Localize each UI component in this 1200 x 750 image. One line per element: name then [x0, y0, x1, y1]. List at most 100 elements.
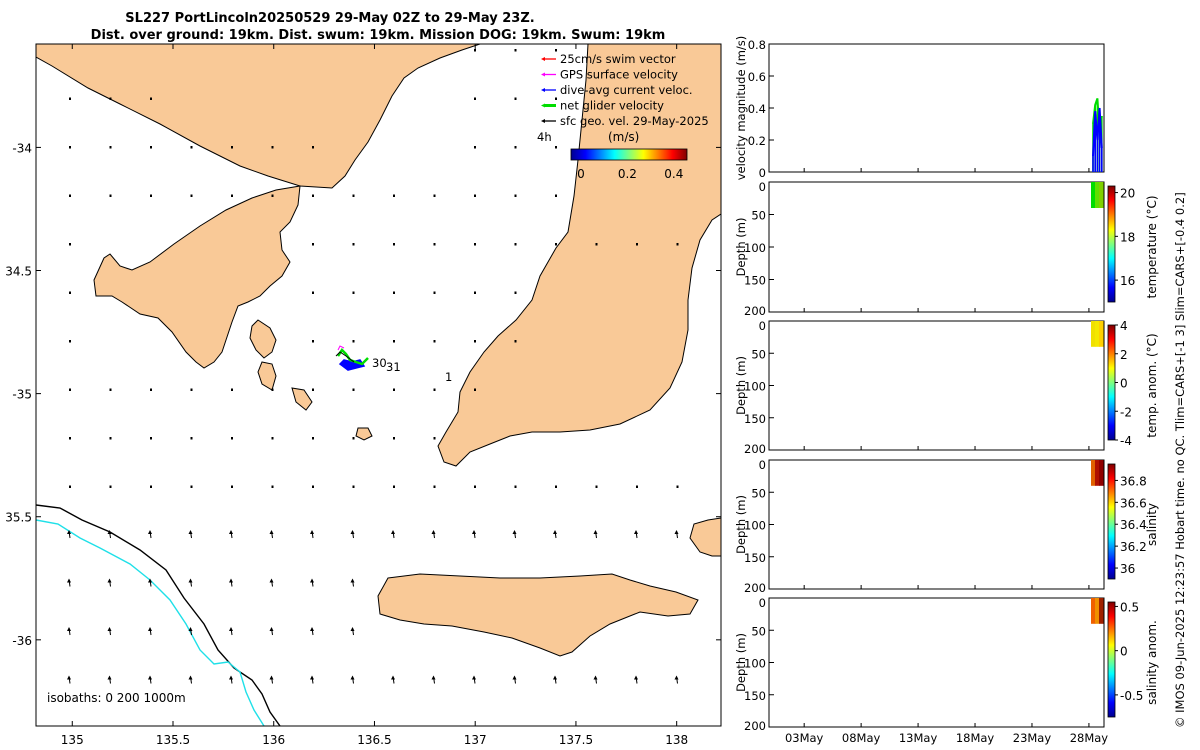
colorbar-tick-label: -0.5 — [1120, 689, 1143, 703]
sfc-arrow — [474, 485, 476, 488]
time-tick-label: 03May — [785, 731, 824, 745]
sfc-arrow — [474, 291, 476, 294]
sfc-arrow — [69, 485, 71, 488]
profile-cell — [1091, 460, 1096, 486]
sfc-arrow — [634, 675, 638, 684]
sfc-arrow — [69, 97, 71, 100]
sfc-arrow — [67, 627, 71, 636]
legend-arrowhead-icon — [541, 57, 545, 61]
sfc-arrow — [674, 675, 679, 684]
sfc-arrow — [69, 340, 71, 343]
colorbar-tick-label: 20 — [1120, 187, 1135, 201]
sfc-arrow — [107, 675, 112, 684]
profile-cell — [1099, 182, 1104, 208]
legend-label: GPS surface velocity — [560, 68, 678, 82]
sfc-arrow — [553, 530, 557, 539]
time-tick-label: 18May — [956, 731, 995, 745]
sfc-arrow — [350, 675, 355, 684]
sfc-arrow — [433, 485, 436, 488]
map-lon-tick-label: 136 — [262, 733, 285, 747]
sfc-arrow — [67, 675, 71, 684]
sfc-arrow — [188, 530, 193, 539]
sfc-arrow — [109, 146, 112, 149]
map-lat-ticks: -34 34.5 -35 35.5 -36 — [5, 141, 721, 648]
sfc-arrow — [474, 243, 476, 246]
sfc-arrow — [312, 243, 314, 246]
velocity-ylabel: velocity magnitude (m/s) — [734, 36, 748, 181]
depth-ylabel: Depth (m) — [734, 218, 748, 277]
colorbar-tick-label: 0 — [577, 167, 585, 181]
sfc-arrow — [676, 485, 679, 488]
temp_anomaly-axes-frame — [768, 320, 1105, 451]
depth-tick-label: 150 — [744, 412, 766, 426]
depth-ylabel: Depth (m) — [734, 633, 748, 692]
sfc-arrow — [269, 578, 274, 587]
sfc-arrow — [69, 146, 71, 149]
sfc-arrow — [310, 675, 314, 684]
sfc-arrow — [393, 485, 395, 488]
sfc-arrow — [555, 97, 557, 100]
depth-tick-label: 200 — [744, 442, 766, 456]
sfc-arrow — [67, 530, 71, 539]
colorbar-tick-label: 36.6 — [1120, 496, 1147, 510]
sfc-arrow — [271, 485, 274, 488]
velocity-tick-label: 0 — [759, 166, 766, 180]
legend-item: GPS surface velocity — [541, 68, 678, 82]
depth-tick-label: 100 — [744, 241, 766, 255]
profile-cell — [1099, 460, 1104, 486]
velocity-tick-label: 0.6 — [748, 70, 766, 84]
sfc-arrow — [393, 437, 395, 440]
legend-arrowhead-icon — [541, 72, 545, 77]
sfc-arrow — [512, 530, 517, 539]
colorbar-tick-label: -2 — [1120, 405, 1132, 419]
sfc-arrow — [514, 194, 517, 197]
day-label-30: 30 — [372, 356, 387, 370]
sfc-arrow — [352, 194, 355, 197]
colorbar-tick-label: 4 — [1120, 319, 1128, 333]
temperature-colorbar-label: temperature (°C) — [1145, 196, 1159, 299]
sfc-arrow — [312, 194, 314, 197]
sfc-arrow — [595, 243, 598, 246]
sfc-arrow — [514, 340, 517, 343]
sfc-arrow — [231, 485, 233, 488]
depth-ylabel: Depth (m) — [734, 495, 748, 554]
sfc-arrow — [69, 291, 71, 294]
map-lon-tick-label: 136.5 — [357, 733, 391, 747]
sfc-arrow — [312, 485, 314, 488]
sfc-arrow — [190, 388, 193, 391]
sfc-arrow — [431, 530, 436, 539]
map-panel: 30 31 1 135 135.5 136 136.5 137 137.5 138 -34 3… — [5, 43, 722, 747]
sal_anomaly-panel: 0 50 100 150 200 Depth (m) 0.5 0 -0.5 salinity an… — [734, 596, 1159, 733]
sfc-arrow — [69, 388, 71, 391]
depth-tick-label: 150 — [744, 689, 766, 703]
sfc-arrow — [433, 291, 436, 294]
sfc-arrow — [150, 437, 152, 440]
legend-arrowhead-icon — [541, 103, 545, 108]
colorbar-tick-label: 36 — [1120, 562, 1135, 576]
sfc-arrow — [474, 194, 476, 197]
sfc-arrow — [595, 485, 598, 488]
sfc-arrow — [393, 388, 395, 391]
sfc-arrow — [474, 49, 476, 52]
sfc-arrow — [150, 388, 152, 391]
sfc-arrow — [269, 627, 274, 636]
sfc-arrow — [555, 194, 557, 197]
salinity-axes-frame — [768, 459, 1105, 590]
sfc-arrow — [188, 578, 193, 587]
profile-cell — [1095, 460, 1100, 486]
gps-velocity-track — [337, 345, 345, 351]
sfc-arrow — [107, 578, 112, 587]
sfc-arrow — [150, 97, 152, 100]
map-lat-tick-label: -34 — [12, 141, 32, 155]
depth-tick-label: 50 — [751, 209, 766, 223]
sfc-arrow — [350, 530, 355, 539]
sfc-arrow — [190, 194, 193, 197]
depth-tick-label: 200 — [744, 719, 766, 733]
profile-cell — [1095, 182, 1100, 208]
depth-tick-label: 0 — [759, 180, 766, 194]
sfc-arrow — [676, 243, 679, 246]
map-legend: 25cm/s swim vector GPS surface velocitydi… — [537, 52, 709, 181]
sfc-arrow — [350, 627, 355, 636]
sfc-arrow — [593, 530, 598, 539]
sfc-arrow — [636, 485, 638, 488]
